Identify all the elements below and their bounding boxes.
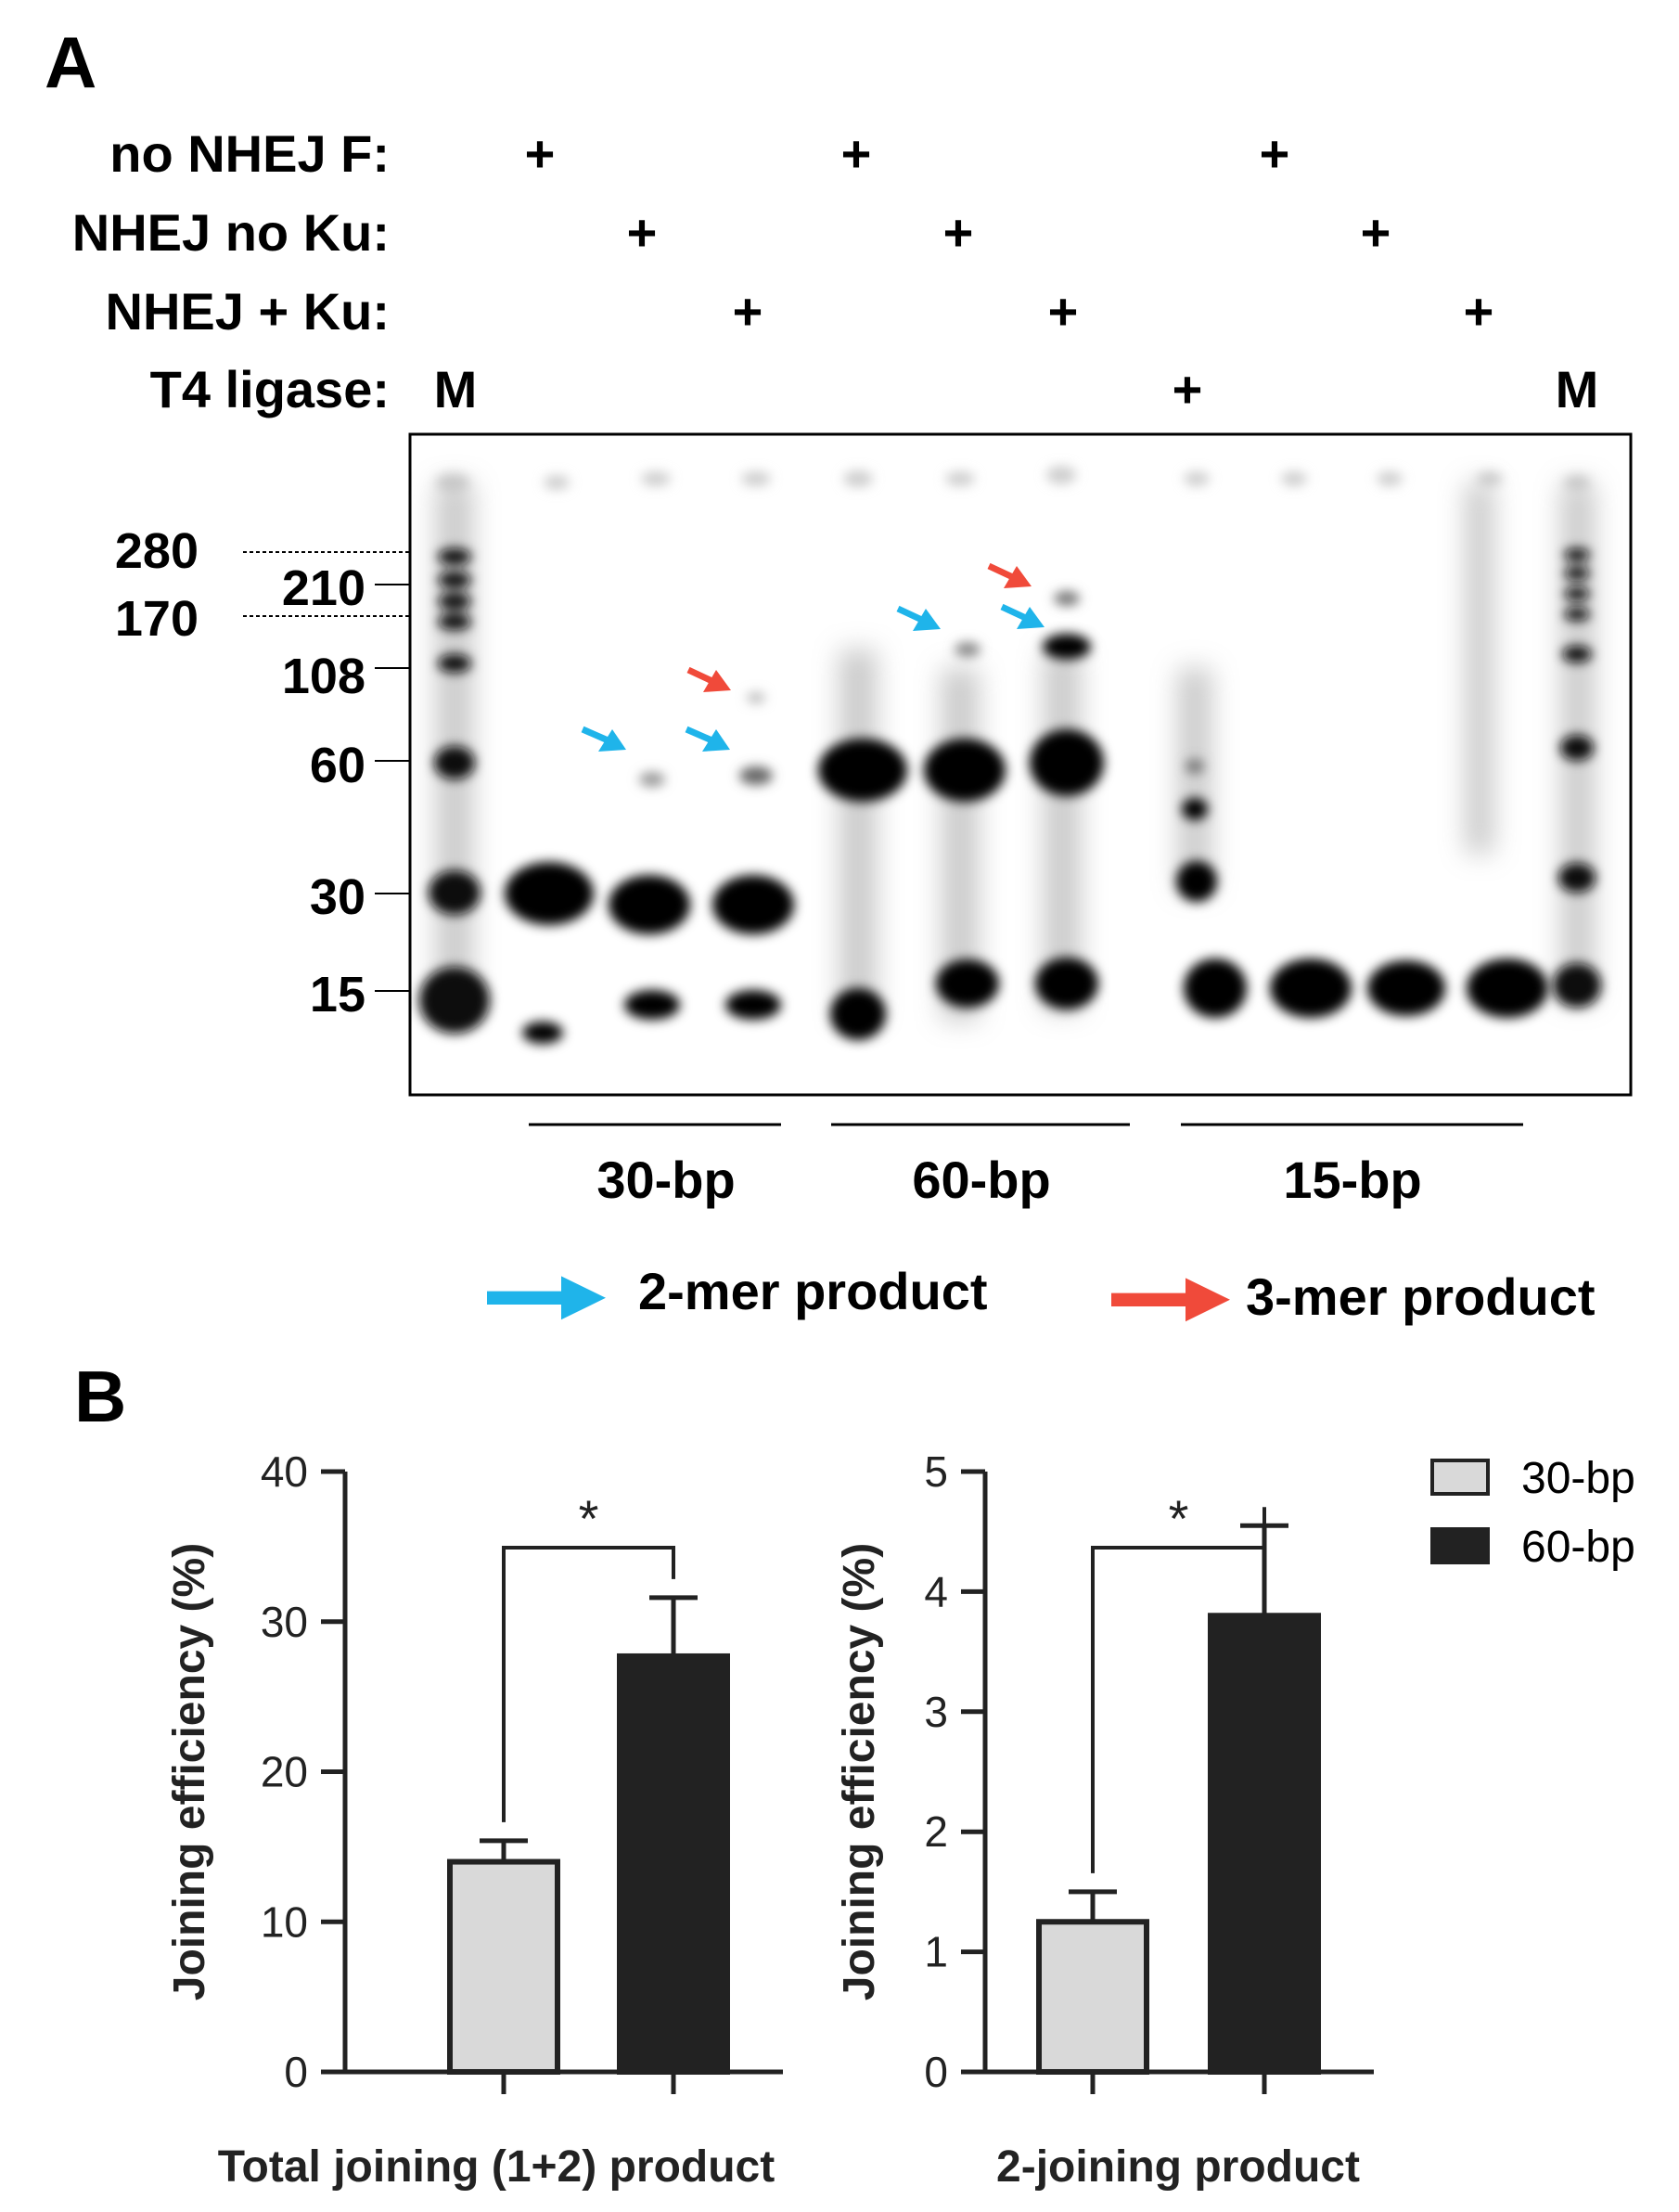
y-tick-label: 20	[261, 1748, 308, 1796]
legend-2mer-arrow-icon	[487, 1276, 606, 1320]
gel-bands-15bp	[1176, 759, 1548, 1018]
y-tick-label: 3	[924, 1688, 948, 1736]
lane-mark: +	[840, 124, 872, 183]
lane-mark: +	[1172, 360, 1203, 418]
x-axis-label: 2-joining product	[996, 2142, 1360, 2192]
significance-star: *	[579, 1489, 599, 1548]
lane-mark: +	[524, 124, 556, 183]
group-label-30bp: 30-bp	[596, 1151, 736, 1209]
gel-frame	[408, 432, 1633, 1097]
bar-60-bp	[1208, 1613, 1321, 2075]
bar-60-bp	[617, 1653, 730, 2075]
chart-1: 0 10 20 30 40 * Joining efficiency (%) Total jo…	[165, 1447, 783, 2192]
gel-wells	[436, 466, 1590, 492]
y-tick-label: 10	[261, 1897, 308, 1946]
arrow-2mer-30bp-b	[685, 726, 730, 752]
lane-mark: +	[1463, 282, 1494, 341]
gel-arrows	[581, 562, 1045, 752]
x-axis-label: Total joining (1+2) product	[218, 2142, 775, 2192]
marker-ladder-left	[419, 548, 490, 1034]
lane-mark: +	[1259, 124, 1290, 183]
bar-30-bp	[447, 1858, 560, 2075]
row-label-nhej-no-ku: NHEJ no Ku:	[71, 203, 390, 262]
gel-lane-smears	[436, 482, 1595, 1021]
significance-bracket	[502, 1546, 675, 1822]
arrow-2mer-30bp-a	[581, 726, 626, 752]
marker-lane-label-right: M	[1555, 360, 1599, 418]
size-label-170: 170	[114, 591, 199, 647]
lane-mark: +	[626, 203, 658, 262]
lane-mark: +	[1360, 203, 1391, 262]
size-label-15: 15	[309, 967, 365, 1022]
marker-lane-label-left: M	[433, 360, 478, 418]
panel-b-letter: B	[74, 1356, 127, 1437]
y-tick-label: 1	[924, 1928, 948, 1976]
size-label-108: 108	[281, 649, 365, 704]
lane-mark: +	[732, 282, 763, 341]
row-label-no-nhej-f: no NHEJ F:	[109, 124, 390, 183]
size-label-60: 60	[309, 738, 365, 793]
y-tick-label: 4	[924, 1567, 948, 1615]
gel-figure	[243, 432, 1633, 1299]
size-label-280: 280	[114, 523, 199, 579]
y-axis-label: Joining efficiency (%)	[165, 1543, 214, 2000]
arrow-3mer-30bp	[686, 666, 731, 692]
row-label-nhej-plus-ku: NHEJ + Ku:	[105, 282, 391, 341]
legend-swatch-30bp	[1430, 1459, 1490, 1496]
y-axis-label: Joining efficiency (%)	[835, 1543, 884, 2000]
group-label-15bp: 15-bp	[1283, 1151, 1422, 1209]
y-tick-label: 0	[924, 2048, 948, 2096]
arrow-3mer-60bp	[987, 562, 1032, 588]
size-label-30: 30	[309, 869, 365, 925]
legend-label-60bp: 60-bp	[1521, 1523, 1635, 1572]
bar-30-bp	[1036, 1919, 1149, 2075]
y-tick-label: 40	[261, 1447, 308, 1496]
significance-star: *	[1169, 1489, 1189, 1548]
gel-bands-30bp	[505, 692, 794, 1044]
y-tick-label: 5	[924, 1447, 948, 1496]
size-label-210: 210	[281, 560, 365, 616]
group-label-60bp: 60-bp	[912, 1151, 1051, 1209]
y-tick-label: 2	[924, 1807, 948, 1856]
legend-2mer-label: 2-mer product	[638, 1262, 988, 1320]
lane-mark: +	[942, 203, 974, 262]
chart-2: 0 1 2 3 4 5 * Joining efficiency (%) 2-joining p…	[835, 1447, 1374, 2192]
y-tick-label: 0	[284, 2048, 308, 2096]
marker-ladder-right	[1553, 548, 1601, 1008]
gel-bands-60bp	[818, 591, 1104, 1040]
legend-label-30bp: 30-bp	[1521, 1454, 1635, 1503]
legend-3mer-arrow-icon	[1111, 1278, 1230, 1322]
legend-swatch-60bp	[1430, 1527, 1490, 1564]
row-label-t4-ligase: T4 ligase:	[149, 360, 390, 418]
legend-3mer-label: 3-mer product	[1246, 1267, 1596, 1326]
lane-mark: +	[1047, 282, 1079, 341]
panel-a-letter: A	[45, 21, 97, 103]
y-tick-label: 30	[261, 1598, 308, 1646]
arrow-2mer-60bp-b	[1000, 603, 1045, 629]
significance-bracket	[1091, 1507, 1266, 1873]
arrow-2mer-60bp-a	[896, 605, 941, 631]
